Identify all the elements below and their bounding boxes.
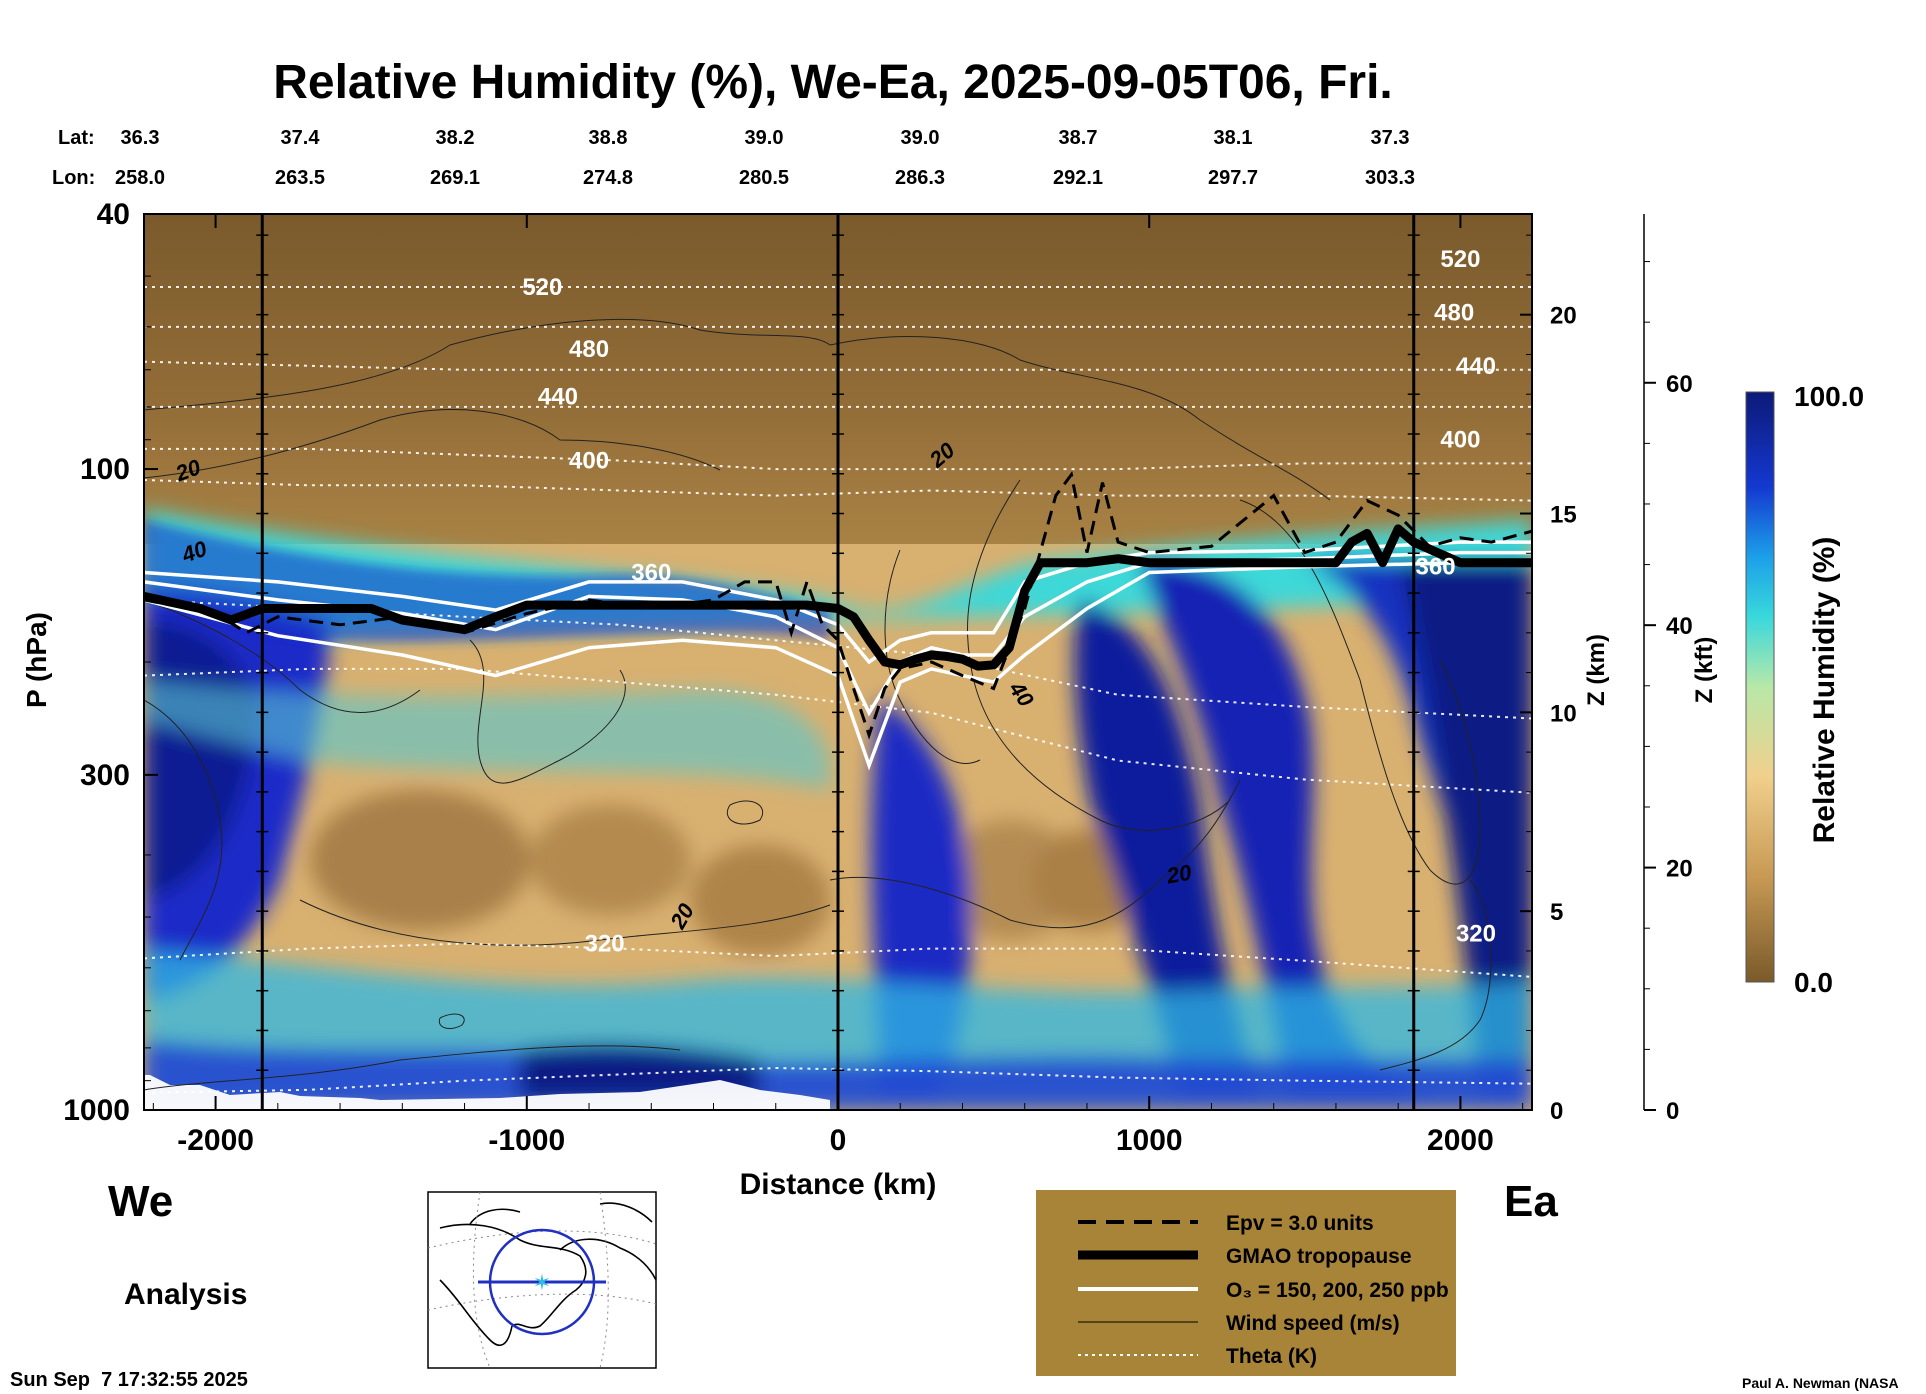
theta-line [143, 360, 1532, 371]
p-tick-label: 100 [80, 453, 130, 486]
wind-label: 20 [1164, 860, 1194, 889]
tropopause-series [143, 524, 1532, 671]
lon-value: 258.0 [115, 167, 165, 189]
lat-value: 39.0 [901, 127, 940, 149]
west-label: We [108, 1177, 173, 1226]
theta-label: 440 [538, 383, 578, 410]
p-tick-label: 40 [97, 198, 130, 231]
chart-title: Relative Humidity (%), We-Ea, 2025-09-05… [273, 56, 1393, 109]
z-km-label: Z (km) [1583, 634, 1610, 706]
ozone-line [143, 540, 1532, 665]
lat-label: Lat: [58, 127, 95, 149]
x-tick-label: 1000 [1116, 1124, 1183, 1157]
theta-line [143, 667, 1533, 794]
colorbar-title: Relative Humidity (%) [1808, 537, 1841, 844]
x-tick-label: 0 [830, 1124, 847, 1157]
analysis-label: Analysis [124, 1278, 247, 1311]
p-tick-label: 1000 [63, 1094, 130, 1127]
theta-label: 520 [522, 274, 562, 301]
east-label: Ea [1504, 1177, 1558, 1226]
zkm-tick-label: 15 [1550, 502, 1577, 529]
wind-contours [144, 318, 1492, 1091]
lon-value: 280.5 [739, 167, 789, 189]
lon-value: 297.7 [1208, 167, 1258, 189]
colorbar-max-label: 100.0 [1794, 381, 1864, 412]
credit: Paul A. Newman (NASA [1742, 1375, 1899, 1391]
zkm-tick-label: 0 [1550, 1098, 1563, 1125]
lon-value: 286.3 [895, 167, 945, 189]
axes: -2000 -1000 0 1000 2000 40 100 300 1000 0 5 10 15 20 0… [63, 198, 1692, 1157]
colorbar-min-label: 0.0 [1794, 967, 1833, 998]
theta-line [143, 479, 1533, 502]
lon-value: 274.8 [583, 167, 633, 189]
x-tick-label: 2000 [1427, 1124, 1494, 1157]
theta-label: 360 [631, 559, 671, 586]
ozone-line [143, 560, 1532, 771]
zkft-tick-label: 20 [1666, 856, 1693, 883]
theta-line [143, 1066, 1533, 1094]
lat-value: 38.7 [1059, 127, 1098, 149]
inset-map: ✶ [427, 1191, 657, 1369]
x-tick-label: -2000 [177, 1124, 254, 1157]
lon-value: 269.1 [430, 167, 480, 189]
lat-lon-row: 36.3 37.4 38.2 38.8 39.0 39.0 38.7 38.1 37.3 258.… [115, 127, 1415, 189]
lon-value: 292.1 [1053, 167, 1103, 189]
theta-line [144, 447, 1532, 471]
lat-value: 39.0 [745, 127, 784, 149]
zkft-tick-label: 60 [1666, 371, 1693, 398]
theta-label: 480 [569, 336, 609, 363]
lat-value: 36.3 [121, 127, 160, 149]
legend-ozone: O₃ = 150, 200, 250 ppb [1226, 1279, 1449, 1302]
theta-label: 480 [1434, 300, 1474, 327]
theta-label: 320 [585, 931, 625, 958]
zkm-tick-label: 20 [1550, 303, 1577, 330]
lat-value: 37.4 [281, 127, 321, 149]
lat-value: 38.8 [589, 127, 628, 149]
lon-value: 263.5 [275, 167, 325, 189]
lat-value: 38.1 [1214, 127, 1253, 149]
zkft-tick-label: 0 [1666, 1098, 1679, 1125]
theta-label: 320 [1456, 920, 1496, 947]
legend: Epv = 3.0 units GMAO tropopause O₃ = 150… [1036, 1190, 1456, 1376]
vertical-lines [256, 214, 1420, 1110]
legend-tropopause: GMAO tropopause [1226, 1245, 1412, 1268]
x-tick-label: -1000 [488, 1124, 565, 1157]
x-axis-label: Distance (km) [740, 1168, 937, 1201]
legend-wind: Wind speed (m/s) [1226, 1312, 1400, 1335]
legend-theta: Theta (K) [1226, 1345, 1317, 1368]
svg-text:✶: ✶ [533, 1270, 551, 1295]
zkm-tick-label: 10 [1550, 700, 1577, 727]
p-tick-label: 300 [80, 759, 130, 792]
theta-lines [143, 286, 1533, 1094]
lon-value: 303.3 [1365, 167, 1415, 189]
colorbar [1745, 391, 1775, 983]
y-axis-label: P (hPa) [21, 612, 52, 708]
timestamp: Sun Sep 7 17:32:55 2025 [10, 1369, 248, 1391]
theta-label: 400 [1440, 427, 1480, 454]
zkm-tick-label: 5 [1550, 899, 1563, 926]
lat-value: 37.3 [1371, 127, 1410, 149]
legend-epv: Epv = 3.0 units [1226, 1212, 1374, 1235]
theta-label: 440 [1456, 353, 1496, 380]
lat-value: 38.2 [436, 127, 475, 149]
theta-label: 400 [569, 448, 609, 475]
theta-label: 520 [1440, 246, 1480, 273]
lon-label: Lon: [52, 167, 95, 189]
zkft-tick-label: 40 [1666, 613, 1693, 640]
theta-line [143, 942, 1533, 978]
z-kft-label: Z (kft) [1691, 637, 1718, 704]
theta-label: 360 [1416, 554, 1456, 581]
tropopause-line [143, 524, 1532, 671]
